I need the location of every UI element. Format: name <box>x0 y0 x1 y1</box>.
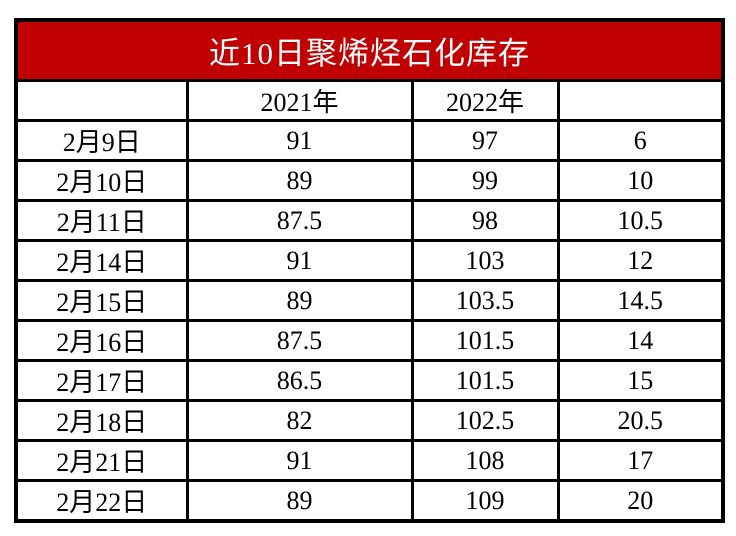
value-2022-cell: 97 <box>410 119 560 162</box>
value-2022-cell: 103 <box>410 239 560 282</box>
date-cell: 2月16日 <box>14 319 189 362</box>
header-row: 2021年 2022年 <box>14 79 725 122</box>
table-row: 2月10日 89 99 10 <box>14 159 725 202</box>
header-cell-diff <box>556 79 725 122</box>
diff-cell: 20 <box>556 479 725 523</box>
diff-cell: 10 <box>556 159 725 202</box>
value-2022-cell: 108 <box>410 439 560 482</box>
table-row: 2月17日 86.5 101.5 15 <box>14 359 725 402</box>
table-row: 2月18日 82 102.5 20.5 <box>14 399 725 442</box>
value-2022-cell: 109 <box>410 479 560 523</box>
table-row: 2月15日 89 103.5 14.5 <box>14 279 725 322</box>
date-cell: 2月17日 <box>14 359 189 402</box>
diff-cell: 15 <box>556 359 725 402</box>
title-row: 近10日聚烯烃石化库存 <box>14 18 725 82</box>
diff-cell: 20.5 <box>556 399 725 442</box>
table-row: 2月16日 87.5 101.5 14 <box>14 319 725 362</box>
date-cell: 2月22日 <box>14 479 189 523</box>
value-2021-cell: 82 <box>185 399 414 442</box>
header-cell-2021: 2021年 <box>185 79 414 122</box>
value-2021-cell: 91 <box>185 439 414 482</box>
diff-cell: 17 <box>556 439 725 482</box>
value-2021-cell: 87.5 <box>185 319 414 362</box>
value-2021-cell: 89 <box>185 279 414 322</box>
diff-cell: 6 <box>556 119 725 162</box>
value-2022-cell: 103.5 <box>410 279 560 322</box>
table-row: 2月14日 91 103 12 <box>14 239 725 282</box>
value-2022-cell: 102.5 <box>410 399 560 442</box>
date-cell: 2月18日 <box>14 399 189 442</box>
value-2022-cell: 101.5 <box>410 319 560 362</box>
value-2021-cell: 86.5 <box>185 359 414 402</box>
table-title: 近10日聚烯烃石化库存 <box>14 18 725 82</box>
value-2022-cell: 99 <box>410 159 560 202</box>
value-2022-cell: 101.5 <box>410 359 560 402</box>
header-cell-date <box>14 79 189 122</box>
date-cell: 2月15日 <box>14 279 189 322</box>
date-cell: 2月14日 <box>14 239 189 282</box>
inventory-table: 近10日聚烯烃石化库存 2021年 2022年 2月9日 91 97 6 2月1… <box>14 18 725 523</box>
diff-cell: 14 <box>556 319 725 362</box>
value-2021-cell: 89 <box>185 479 414 523</box>
table-row: 2月9日 91 97 6 <box>14 119 725 162</box>
table-row: 2月21日 91 108 17 <box>14 439 725 482</box>
table-row: 2月22日 89 109 20 <box>14 479 725 523</box>
table-row: 2月11日 87.5 98 10.5 <box>14 199 725 242</box>
value-2022-cell: 98 <box>410 199 560 242</box>
value-2021-cell: 91 <box>185 239 414 282</box>
value-2021-cell: 91 <box>185 119 414 162</box>
date-cell: 2月21日 <box>14 439 189 482</box>
header-cell-2022: 2022年 <box>410 79 560 122</box>
diff-cell: 12 <box>556 239 725 282</box>
value-2021-cell: 87.5 <box>185 199 414 242</box>
value-2021-cell: 89 <box>185 159 414 202</box>
date-cell: 2月9日 <box>14 119 189 162</box>
date-cell: 2月11日 <box>14 199 189 242</box>
diff-cell: 10.5 <box>556 199 725 242</box>
date-cell: 2月10日 <box>14 159 189 202</box>
diff-cell: 14.5 <box>556 279 725 322</box>
